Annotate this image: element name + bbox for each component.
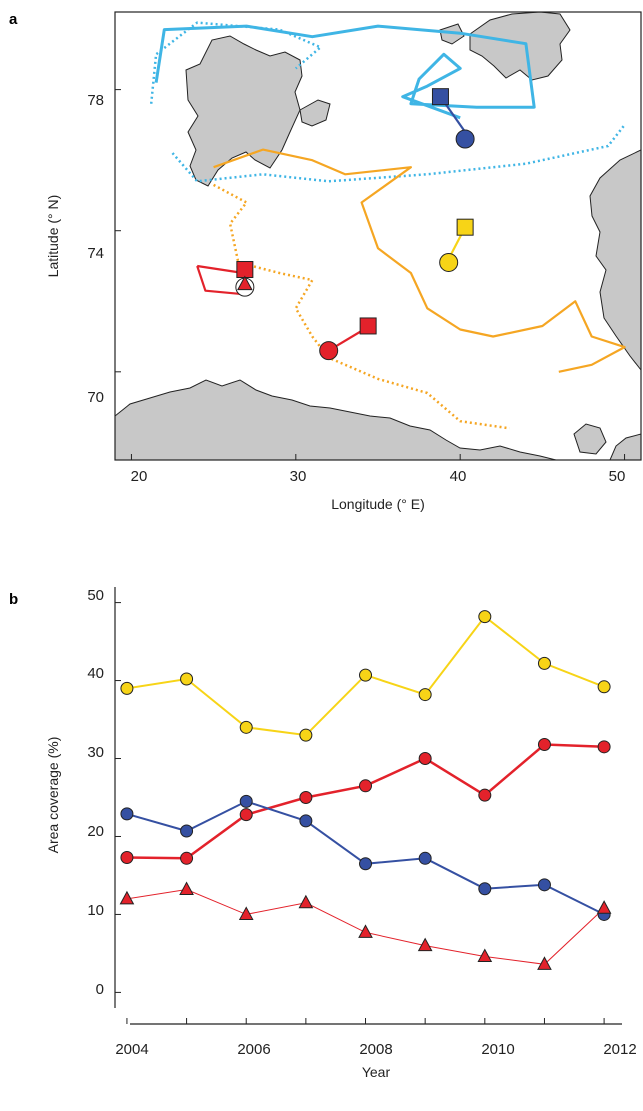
map-track-orange-5 xyxy=(213,183,510,430)
point-blue-circle-2005 xyxy=(180,824,194,838)
point-yellow-circle-2005 xyxy=(180,672,194,686)
map-track-orange-4 xyxy=(213,148,626,373)
point-red-triangle-2012 xyxy=(596,900,612,914)
map-y-tick-78: 78 xyxy=(87,92,104,109)
point-red-triangle-2006 xyxy=(238,906,254,920)
point-blue-circle-2004 xyxy=(120,807,134,821)
map-y-tick-70: 70 xyxy=(87,389,104,406)
line-x-tick-2010: 2010 xyxy=(481,1041,514,1058)
line-chart xyxy=(114,587,622,1025)
point-blue-circle-2007 xyxy=(299,814,313,828)
land-island xyxy=(573,423,607,455)
point-blue-circle-2008 xyxy=(359,857,373,871)
point-red-triangle-2008 xyxy=(358,924,373,938)
line-axes xyxy=(114,587,622,1025)
point-yellow-circle-2008 xyxy=(359,668,373,682)
map-track-cyan-1 xyxy=(154,24,536,120)
map-x-tick-30: 30 xyxy=(290,468,307,485)
panel-a-label: a xyxy=(9,11,18,28)
point-yellow-circle-2012 xyxy=(597,680,611,694)
point-blue-circle-2010 xyxy=(478,882,492,896)
point-blue-circle-2006 xyxy=(239,794,253,808)
map-marker-yellow-square-3 xyxy=(456,218,474,236)
line-y-tick-0: 0 xyxy=(96,981,104,998)
map-panel xyxy=(114,11,642,461)
panel-b-label: b xyxy=(9,591,18,608)
point-red-circle-2006 xyxy=(239,808,253,822)
point-red-triangle-2011 xyxy=(537,956,552,970)
map-x-tick-50: 50 xyxy=(609,468,626,485)
line-y-tick-30: 30 xyxy=(87,744,104,761)
point-red-triangle-2004 xyxy=(119,890,135,905)
line-x-tick-2006: 2006 xyxy=(237,1041,270,1058)
map-x-axis-label: Longitude (° E) xyxy=(331,496,425,512)
map-marker-red-triangle-7 xyxy=(237,275,253,291)
map-marker-yellow-circle-4 xyxy=(439,252,459,272)
line-series xyxy=(119,610,612,970)
map-track-cyan-2 xyxy=(149,21,322,104)
map-marker-red-circle-9 xyxy=(319,341,339,361)
point-red-circle-2004 xyxy=(120,851,134,865)
point-yellow-circle-2004 xyxy=(120,681,134,695)
map-x-tick-20: 20 xyxy=(131,468,148,485)
point-yellow-circle-2009 xyxy=(418,688,432,702)
line-y-tick-20: 20 xyxy=(87,823,104,840)
point-red-triangle-2010 xyxy=(477,948,493,963)
map-frame xyxy=(114,11,642,461)
point-red-circle-2010 xyxy=(478,788,492,802)
land-mainland-east xyxy=(609,433,641,460)
series-line-red-circle xyxy=(126,743,605,860)
map-marker-blue-circle-2 xyxy=(455,129,475,149)
line-x-tick-2008: 2008 xyxy=(359,1041,392,1058)
line-x-tick-2004: 2004 xyxy=(115,1041,148,1058)
point-red-circle-2007 xyxy=(299,791,313,804)
land-svalbard-east xyxy=(299,99,331,127)
point-yellow-circle-2011 xyxy=(537,656,551,670)
map-ticks xyxy=(115,89,626,460)
point-red-circle-2009 xyxy=(418,752,432,766)
land-novaya-zemlya xyxy=(589,149,641,371)
line-y-tick-10: 10 xyxy=(87,902,104,919)
land-franz-josef xyxy=(469,12,571,81)
point-red-circle-2008 xyxy=(359,779,373,793)
line-x-axis-label: Year xyxy=(362,1064,391,1080)
map-markers xyxy=(235,88,475,361)
point-red-circle-2011 xyxy=(537,737,551,751)
point-red-triangle-2005 xyxy=(179,881,194,895)
land-mainland xyxy=(115,379,557,460)
point-red-triangle-2009 xyxy=(417,937,433,952)
point-yellow-circle-2006 xyxy=(239,720,253,734)
line-x-tick-2012: 2012 xyxy=(603,1041,636,1058)
point-yellow-circle-2010 xyxy=(478,610,492,624)
map-marker-red-square-8 xyxy=(359,317,377,335)
point-red-circle-2012 xyxy=(597,740,611,754)
land-franz-josef-islet xyxy=(439,23,465,45)
land-layer xyxy=(115,12,641,460)
point-red-triangle-2007 xyxy=(298,894,314,909)
map-y-axis-label: Latitude (° N) xyxy=(45,195,61,278)
map-y-tick-74: 74 xyxy=(87,245,104,262)
point-blue-circle-2011 xyxy=(537,878,551,892)
map-marker-blue-square-1 xyxy=(431,88,449,106)
land-svalbard xyxy=(185,35,303,187)
map-marker-red-square-5 xyxy=(236,261,254,279)
map-x-tick-40: 40 xyxy=(450,468,467,485)
line-y-tick-40: 40 xyxy=(87,665,104,682)
point-blue-circle-2009 xyxy=(418,851,432,865)
point-red-circle-2005 xyxy=(180,851,194,865)
line-y-tick-50: 50 xyxy=(87,587,104,604)
point-yellow-circle-2007 xyxy=(299,728,313,742)
line-y-axis-label: Area coverage (%) xyxy=(45,737,61,854)
